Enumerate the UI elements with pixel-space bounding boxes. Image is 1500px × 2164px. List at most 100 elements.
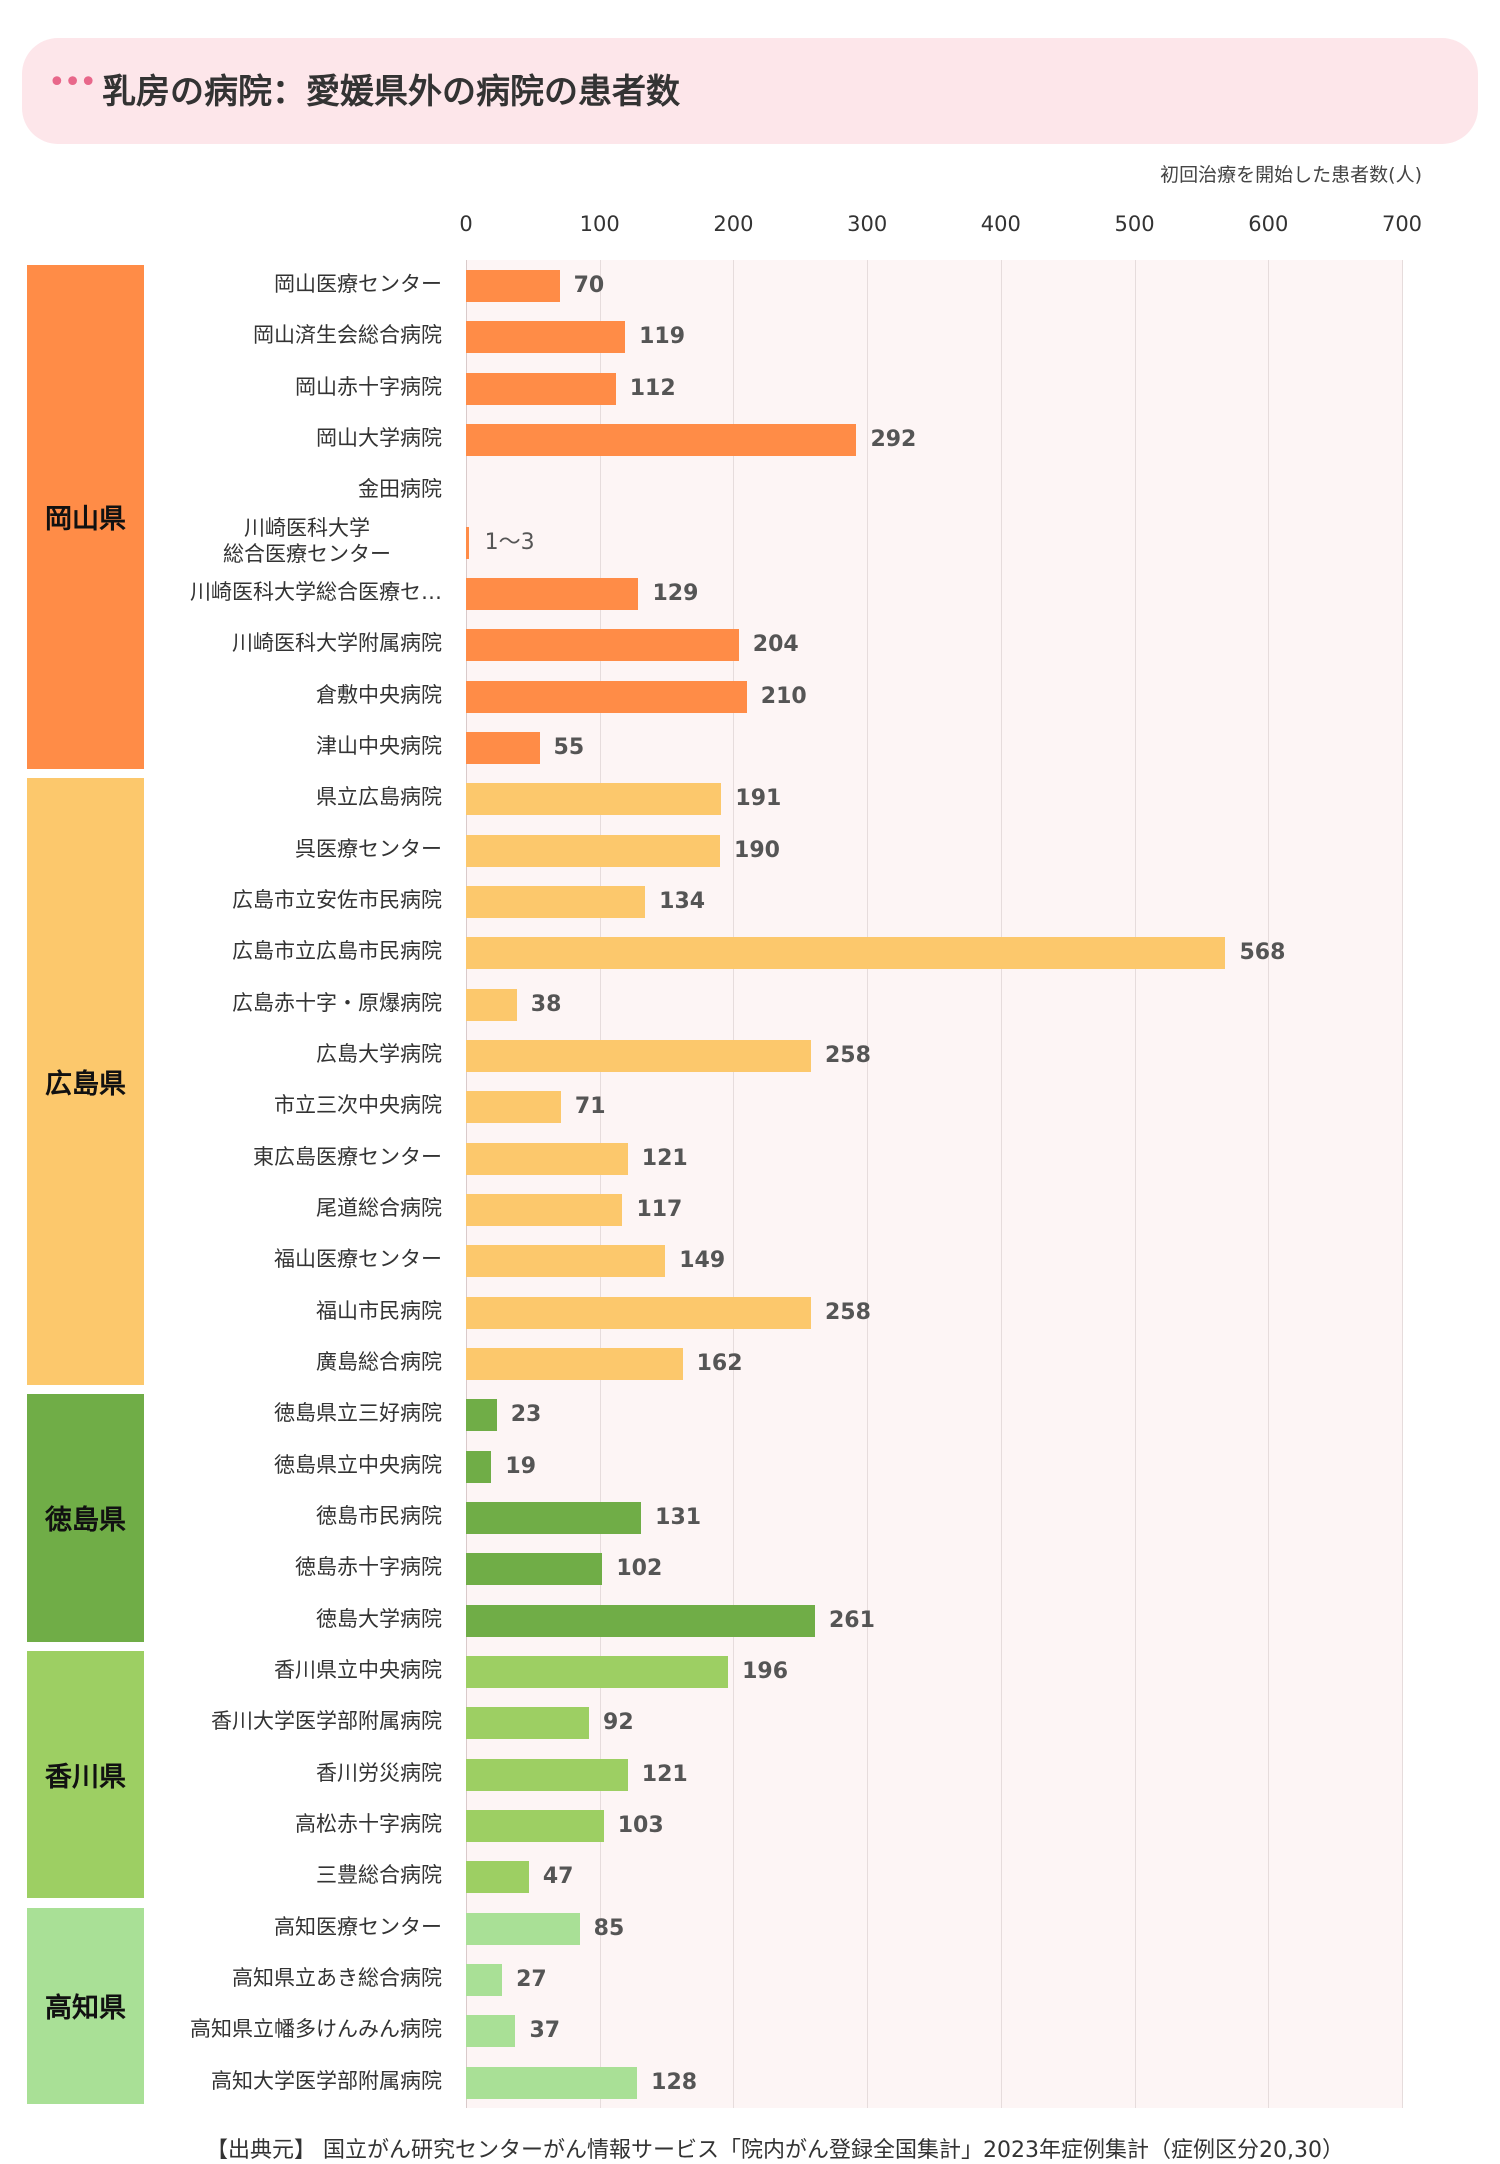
bar <box>466 1296 811 1329</box>
bar <box>466 1091 561 1124</box>
value-label: 71 <box>574 1094 606 1120</box>
bar <box>466 1450 492 1483</box>
dots-icon: ••• <box>48 65 97 100</box>
category-label: 高知医療センター <box>274 1914 442 1939</box>
bar <box>466 834 721 867</box>
category-label: 川崎医科大学 総合医療センター <box>223 515 391 566</box>
category-label: 岡山赤十字病院 <box>295 374 442 399</box>
value-label: 210 <box>760 683 807 709</box>
bar <box>466 937 1226 970</box>
category-label: 呉医療センター <box>295 836 442 861</box>
category-label: 岡山医療センター <box>274 272 442 296</box>
category-label: 徳島赤十字病院 <box>295 1555 442 1580</box>
bar <box>466 270 560 302</box>
value-label: 23 <box>510 1402 542 1428</box>
category-label: 倉敷中央病院 <box>316 682 442 707</box>
region-label: 香川県 <box>27 1650 144 1899</box>
category-label: 徳島県立中央病院 <box>274 1452 442 1477</box>
page-title: 乳房の病院：愛媛県外の病院の患者数 <box>102 72 680 112</box>
value-label: 70 <box>573 273 605 298</box>
bar <box>466 783 722 816</box>
value-label: 149 <box>679 1248 726 1274</box>
gridline <box>733 260 735 2108</box>
bar <box>466 1399 497 1432</box>
category-label: 広島赤十字・原爆病院 <box>232 990 442 1015</box>
bar <box>466 680 747 713</box>
category-label: 岡山済生会総合病院 <box>253 323 442 348</box>
gridline <box>1268 260 1270 2108</box>
value-label: 38 <box>530 991 562 1017</box>
value-label: 112 <box>629 375 676 401</box>
bar <box>466 1963 503 1996</box>
zero-axis-line <box>466 260 467 2108</box>
bar <box>466 1758 628 1791</box>
category-label: 徳島県立三好病院 <box>274 1401 442 1426</box>
value-label: 119 <box>639 324 686 350</box>
category-label: 市立三次中央病院 <box>274 1093 442 1118</box>
value-label: 27 <box>516 1966 547 1992</box>
category-label: 岡山大学病院 <box>316 425 442 450</box>
x-tick-label: 200 <box>713 212 754 236</box>
value-label: 129 <box>652 580 699 606</box>
x-tick-label: 700 <box>1381 212 1423 236</box>
category-label: 高知県立幡多けんみん病院 <box>190 2017 442 2042</box>
bar <box>466 1553 603 1586</box>
bar <box>466 2015 516 2048</box>
value-label: 261 <box>828 1607 875 1633</box>
bar <box>466 885 646 918</box>
gridline <box>1000 260 1002 2108</box>
value-label: 92 <box>603 1710 634 1736</box>
category-label: 津山中央病院 <box>316 733 442 758</box>
gridline <box>1134 260 1136 2108</box>
value-label: 258 <box>824 1042 871 1068</box>
region-label: 広島県 <box>27 778 144 1385</box>
category-label: 廣島総合病院 <box>316 1349 442 1374</box>
value-label: 258 <box>824 1299 871 1325</box>
region-label: 岡山県 <box>27 265 144 769</box>
bar <box>466 731 540 764</box>
category-label: 県立広島病院 <box>316 785 442 810</box>
value-label: 191 <box>735 786 782 812</box>
gridline <box>599 260 601 2108</box>
value-label: 131 <box>655 1504 702 1530</box>
bar <box>466 2066 638 2099</box>
category-label: 三豊総合病院 <box>316 1863 442 1888</box>
x-tick-label: 400 <box>980 212 1021 236</box>
bar <box>466 321 626 354</box>
bar <box>466 1707 590 1740</box>
bar <box>466 1809 604 1842</box>
bar <box>466 1604 815 1637</box>
category-label: 高松赤十字病院 <box>295 1811 442 1836</box>
plot-area <box>466 260 1402 2108</box>
title-banner: ••• 乳房の病院：愛媛県外の病院の患者数 <box>22 38 1478 144</box>
bar <box>466 372 616 405</box>
value-label: 85 <box>593 1915 625 1941</box>
value-label: 102 <box>616 1556 663 1582</box>
source-note: 【出典元】 国立がん研究センターがん情報サービス「院内がん登録全国集計」2023… <box>206 2138 1344 2163</box>
bar <box>466 1245 666 1278</box>
value-label: 47 <box>542 1864 574 1890</box>
value-label: 162 <box>696 1350 743 1376</box>
bar <box>466 423 857 456</box>
x-tick-label: 300 <box>847 212 888 236</box>
bar <box>466 988 517 1021</box>
category-label: 香川県立中央病院 <box>274 1657 442 1682</box>
category-label: 福山医療センター <box>274 1247 442 1272</box>
category-label: 徳島市民病院 <box>316 1503 442 1528</box>
value-label: 19 <box>505 1453 537 1479</box>
region-label: 徳島県 <box>27 1394 144 1642</box>
category-label: 川崎医科大学総合医療セ… <box>190 579 442 604</box>
bar <box>466 1655 729 1688</box>
category-label: 金田病院 <box>358 477 442 502</box>
value-label: 568 <box>1239 940 1286 966</box>
x-tick-label: 0 <box>459 212 473 236</box>
bar <box>466 1912 580 1945</box>
bar <box>466 526 469 559</box>
gridline <box>1402 260 1403 2108</box>
value-label: 196 <box>742 1658 789 1684</box>
category-label: 香川労災病院 <box>316 1760 442 1785</box>
value-label: 1～3 <box>484 529 535 555</box>
bar <box>466 1347 683 1380</box>
category-label: 広島市立広島市民病院 <box>232 939 442 964</box>
category-label: 高知大学医学部附属病院 <box>211 2068 442 2093</box>
